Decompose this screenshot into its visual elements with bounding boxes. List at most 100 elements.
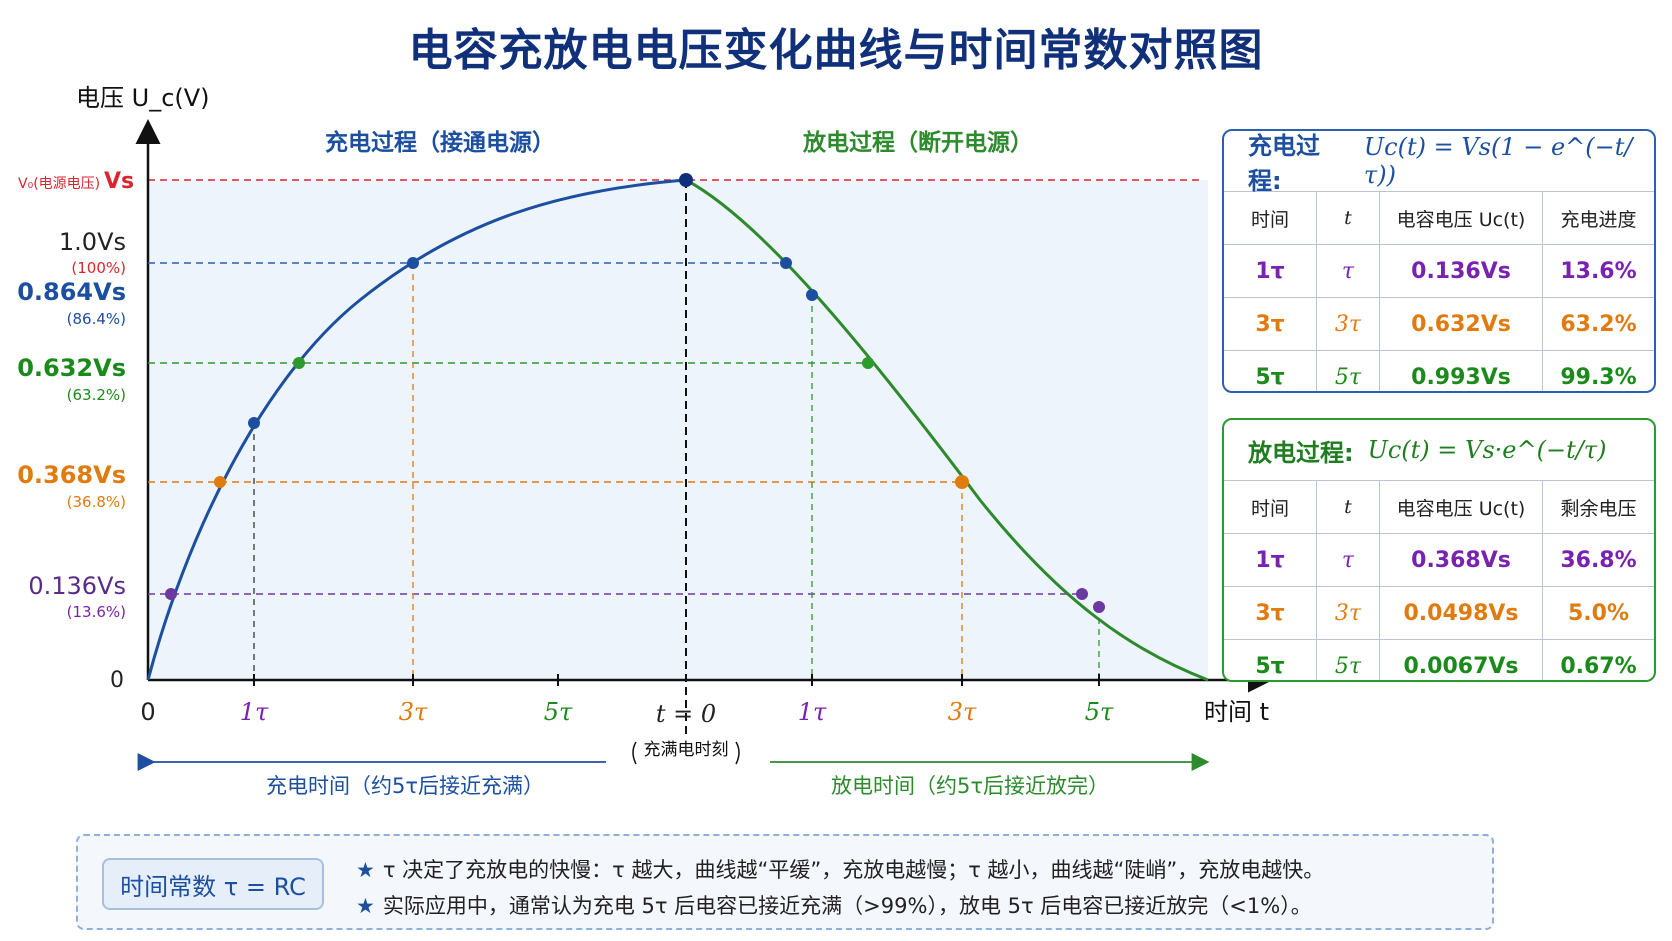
discharge-table-title: 放电过程:	[1248, 438, 1354, 467]
xtick-discharge-5tau: 5τ	[1085, 698, 1114, 726]
cell: 13.6%	[1542, 244, 1654, 298]
point-discharge-0632	[862, 357, 874, 369]
note-line-2: ★ 实际应用中，通常认为充电 5τ 后电容已接近充满（>99%），放电 5τ 后电…	[356, 890, 1312, 920]
cell: 0.0067Vs	[1379, 639, 1543, 680]
cell: 1τ	[1224, 244, 1317, 298]
cell: 0.0498Vs	[1379, 586, 1543, 640]
discharge-formula: Uc(t) = Vs·e^(−t/τ)	[1367, 436, 1607, 464]
y-axis-title: 电压 U_c(V)	[76, 84, 210, 112]
point-charge-0368	[214, 476, 226, 488]
charge-table-header: 充电过程: Uc(t) = Vs(1 − e^(−t/τ))	[1224, 131, 1654, 195]
point-full-charge	[679, 173, 693, 187]
cell: 63.2%	[1542, 297, 1654, 351]
ytick-pct-0632: (63.2%)	[67, 386, 126, 404]
point-discharge-a	[780, 257, 792, 269]
time-constant-badge: 时间常数 τ = RC	[102, 858, 324, 910]
table-row: 5τ 5τ 0.0067Vs 0.67%	[1224, 639, 1654, 680]
point-charge-0136	[165, 588, 177, 600]
ytick-label-0: 0	[110, 668, 124, 693]
charge-table: 时间 t 电容电压 Uc(t) 充电进度 1τ τ 0.136Vs 13.6% …	[1224, 191, 1654, 391]
cell: 3τ	[1224, 297, 1317, 351]
cell: 3τ	[1224, 586, 1317, 640]
note-text-2: 实际应用中，通常认为充电 5τ 后电容已接近充满（>99%），放电 5τ 后电容…	[382, 894, 1312, 918]
page-title: 电容充放电电压变化曲线与时间常数对照图	[408, 25, 1264, 76]
col-header: 电容电压 Uc(t)	[1379, 480, 1543, 534]
ytick-label-0864: 0.864Vs	[17, 278, 126, 306]
cell: 5τ	[1224, 639, 1317, 680]
discharge-table-header: 放电过程: Uc(t) = Vs·e^(−t/τ)	[1224, 420, 1654, 480]
table-row: 5τ 5τ 0.993Vs 99.3%	[1224, 350, 1654, 391]
point-charge-0864	[407, 257, 419, 269]
xtick-charge-3tau: 3τ	[399, 698, 428, 726]
xtick-charge-5tau: 5τ	[544, 698, 573, 726]
note-line-1: ★ τ 决定了充放电的快慢：τ 越大，曲线越“平缓”，充放电越慢；τ 越小，曲线越…	[356, 854, 1324, 884]
cell: 0.136Vs	[1379, 244, 1543, 298]
table-row: 3τ 3τ 0.632Vs 63.2%	[1224, 297, 1654, 351]
point-discharge-1tau	[806, 289, 818, 301]
discharge-time-label: 放电时间（约5τ后接近放完）	[831, 774, 1109, 798]
xtick-discharge-1tau: 1τ	[798, 698, 827, 726]
ytick-pct-0368: (36.8%)	[67, 493, 126, 511]
point-charge-0632	[293, 357, 305, 369]
point-charge-1tau	[248, 417, 260, 429]
vs-small-label: V₀(电源电压)	[18, 176, 100, 192]
ytick-label-0368: 0.368Vs	[17, 461, 126, 489]
discharge-table-panel: 放电过程: Uc(t) = Vs·e^(−t/τ) 时间 t 电容电压 Uc(t…	[1222, 418, 1656, 682]
cell: 0.993Vs	[1379, 350, 1543, 391]
col-header: 充电进度	[1542, 191, 1654, 245]
discharge-table: 时间 t 电容电压 Uc(t) 剩余电压 1τ τ 0.368Vs 36.8% …	[1224, 480, 1654, 680]
star-icon: ★	[356, 894, 375, 918]
charge-table-panel: 充电过程: Uc(t) = Vs(1 − e^(−t/τ)) 时间 t 电容电压…	[1222, 129, 1656, 393]
charge-table-title: 充电过程:	[1248, 132, 1320, 195]
cell: 3τ	[1316, 297, 1380, 351]
cell: 0.67%	[1542, 639, 1654, 680]
xtick-t0: t = 0	[656, 700, 716, 728]
cell: 5τ	[1316, 350, 1380, 391]
table-row: 1τ τ 0.368Vs 36.8%	[1224, 533, 1654, 587]
cell: 5τ	[1316, 639, 1380, 680]
charge-formula: Uc(t) = Vs(1 − e^(−t/τ))	[1363, 133, 1633, 189]
ytick-pct-0864: (86.4%)	[67, 310, 126, 328]
time-constant-note: 时间常数 τ = RC ★ τ 决定了充放电的快慢：τ 越大，曲线越“平缓”，充放…	[76, 834, 1494, 930]
xtick-charge-1tau: 1τ	[240, 698, 269, 726]
plot-background	[148, 180, 1208, 680]
charge-curve	[146, 178, 687, 681]
col-header: t	[1316, 480, 1380, 534]
point-discharge-3tau	[955, 475, 969, 489]
cell: 5.0%	[1542, 586, 1654, 640]
table-header-row: 时间 t 电容电压 Uc(t) 剩余电压	[1224, 480, 1654, 534]
cell: 36.8%	[1542, 533, 1654, 587]
cell: 5τ	[1224, 350, 1317, 391]
full-charge-label: 充满电时刻	[644, 740, 729, 760]
ytick-pct-1: (100%)	[71, 259, 126, 277]
table-row: 1τ τ 0.136Vs 13.6%	[1224, 244, 1654, 298]
xtick-0: 0	[140, 698, 155, 726]
cell: 0.632Vs	[1379, 297, 1543, 351]
table-row: 3τ 3τ 0.0498Vs 5.0%	[1224, 586, 1654, 640]
cell: 99.3%	[1542, 350, 1654, 391]
star-icon: ★	[356, 858, 375, 882]
table-header-row: 时间 t 电容电压 Uc(t) 充电进度	[1224, 191, 1654, 245]
cell: 1τ	[1224, 533, 1317, 587]
xtick-discharge-3tau: 3τ	[948, 698, 977, 726]
point-discharge-0136a	[1076, 588, 1088, 600]
col-header: t	[1316, 191, 1380, 245]
vs-main-label: Vs	[104, 169, 134, 194]
col-header: 时间	[1224, 480, 1317, 534]
x-axis-title: 时间 t	[1204, 698, 1269, 726]
ytick-label-1: 1.0Vs	[59, 228, 126, 256]
discharge-region-label: 放电过程（断开电源）	[802, 129, 1033, 156]
cell: 0.368Vs	[1379, 533, 1543, 587]
note-text-1: τ 决定了充放电的快慢：τ 越大，曲线越“平缓”，充放电越慢；τ 越小，曲线越“…	[382, 858, 1325, 882]
col-header: 时间	[1224, 191, 1317, 245]
discharge-curve	[685, 178, 1209, 682]
ytick-label-0136: 0.136Vs	[28, 572, 126, 600]
cell: τ	[1316, 533, 1380, 587]
point-discharge-5tau	[1093, 601, 1105, 613]
cell: τ	[1316, 244, 1380, 298]
charge-time-label: 充电时间（约5τ后接近充满）	[266, 774, 544, 798]
ytick-label-0632: 0.632Vs	[17, 354, 126, 382]
col-header: 剩余电压	[1542, 480, 1654, 534]
ytick-pct-0136: (13.6%)	[67, 603, 126, 621]
